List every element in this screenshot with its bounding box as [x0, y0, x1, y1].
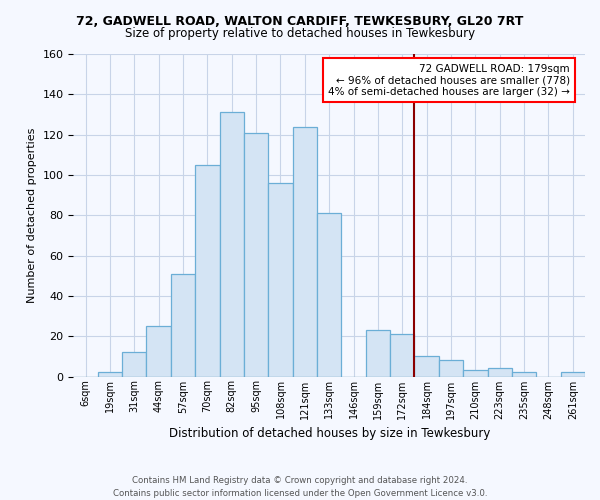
Bar [463, 370, 488, 376]
Bar [390, 334, 415, 376]
Bar [98, 372, 122, 376]
Bar [195, 165, 220, 376]
Bar [122, 352, 146, 376]
Bar [366, 330, 390, 376]
X-axis label: Distribution of detached houses by size in Tewkesbury: Distribution of detached houses by size … [169, 427, 490, 440]
Bar [268, 183, 293, 376]
Text: 72, GADWELL ROAD, WALTON CARDIFF, TEWKESBURY, GL20 7RT: 72, GADWELL ROAD, WALTON CARDIFF, TEWKES… [76, 15, 524, 28]
Bar [415, 356, 439, 376]
Bar [488, 368, 512, 376]
Text: Contains HM Land Registry data © Crown copyright and database right 2024.
Contai: Contains HM Land Registry data © Crown c… [113, 476, 487, 498]
Text: 72 GADWELL ROAD: 179sqm
← 96% of detached houses are smaller (778)
4% of semi-de: 72 GADWELL ROAD: 179sqm ← 96% of detache… [328, 64, 569, 97]
Text: Size of property relative to detached houses in Tewkesbury: Size of property relative to detached ho… [125, 28, 475, 40]
Bar [146, 326, 171, 376]
Bar [220, 112, 244, 376]
Bar [439, 360, 463, 376]
Bar [560, 372, 585, 376]
Bar [293, 126, 317, 376]
Bar [244, 132, 268, 376]
Bar [317, 213, 341, 376]
Bar [512, 372, 536, 376]
Bar [171, 274, 195, 376]
Y-axis label: Number of detached properties: Number of detached properties [27, 128, 37, 303]
